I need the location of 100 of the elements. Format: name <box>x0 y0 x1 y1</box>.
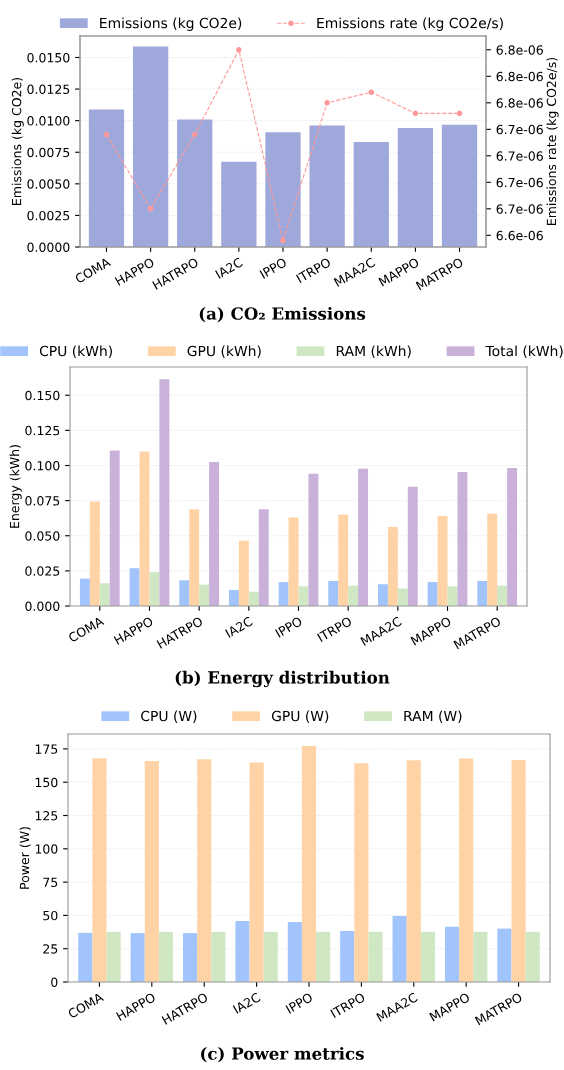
bar <box>406 760 421 982</box>
point <box>412 110 419 117</box>
y2-tick-label: 6.8e-06 <box>496 98 543 108</box>
bar <box>354 763 369 982</box>
bar <box>78 932 93 982</box>
text: (a) CO₂ Emissions <box>199 306 366 323</box>
y2-tick-label: 6.7e-06 <box>496 151 543 161</box>
bar <box>179 580 190 606</box>
bar <box>420 931 435 982</box>
y2-tick-label: 6.6e-06 <box>496 230 543 241</box>
bar <box>106 931 121 982</box>
bar <box>177 119 213 247</box>
bar <box>158 931 174 982</box>
y2-tick-label: 6.7e-06 <box>496 124 543 135</box>
bar <box>235 921 250 982</box>
point <box>456 110 463 117</box>
bar <box>263 931 278 982</box>
bar <box>159 379 170 606</box>
bar <box>109 450 120 606</box>
bar <box>144 761 159 982</box>
y-axis-title: Power (W) <box>19 827 31 889</box>
bar <box>199 584 210 606</box>
x-tick-label: IA2C <box>215 257 244 279</box>
y-tick-label: 0.100 <box>25 460 60 471</box>
y2-tick-label: 6.7e-06 <box>496 177 543 188</box>
x-tick-label: IPPO <box>274 616 303 638</box>
bar <box>189 509 200 606</box>
point <box>324 100 330 106</box>
point <box>280 237 286 244</box>
bar <box>392 916 407 982</box>
bar <box>287 922 302 982</box>
bar <box>477 580 488 606</box>
y-tick-label: 0.050 <box>25 531 60 541</box>
y-tick-label: 0.000 <box>25 601 60 611</box>
y2-tick-label: 6.7e-06 <box>496 204 543 214</box>
point <box>191 131 198 138</box>
legend-label: RAM (W) <box>404 710 462 723</box>
bar <box>340 930 355 982</box>
bar <box>228 589 239 606</box>
point <box>236 47 242 53</box>
bar <box>149 572 160 606</box>
bar <box>249 762 264 982</box>
bar <box>129 568 140 606</box>
y-tick-label: 0.0025 <box>27 210 70 221</box>
text: (b) Energy distribution <box>175 670 390 688</box>
bar <box>132 46 169 247</box>
y-tick-label: 0 <box>51 977 58 987</box>
x-tick-label: IPPO <box>259 257 288 279</box>
bar <box>301 746 317 982</box>
y-tick-label: 0.0000 <box>27 242 70 252</box>
bar <box>88 109 125 247</box>
x-tick-label: IA2C <box>224 616 254 638</box>
bar <box>487 513 498 606</box>
bar <box>511 759 526 982</box>
bar <box>79 578 90 606</box>
bar <box>507 468 518 606</box>
legend-label: CPU (W) <box>141 710 197 723</box>
bar <box>457 471 468 606</box>
legend-label: GPU (W) <box>271 710 329 723</box>
bar <box>368 931 383 982</box>
y2-tick-label: 6.8e-06 <box>496 45 543 55</box>
y-axis-title: Energy (kWh) <box>9 445 22 528</box>
bar <box>441 124 478 247</box>
bar <box>353 141 389 247</box>
bar <box>139 451 150 606</box>
bar <box>397 588 408 606</box>
bar <box>338 514 349 606</box>
y-tick-label: 25 <box>43 944 58 954</box>
y-tick-label: 0.0050 <box>27 179 70 189</box>
point <box>103 131 110 138</box>
y-tick-label: 175 <box>35 744 58 754</box>
x-tick-label: IA2C <box>232 992 261 1014</box>
bar <box>308 473 319 606</box>
bar <box>437 516 448 606</box>
bar <box>99 583 110 606</box>
y-axis-title: Emissions (kg CO2e) <box>11 77 24 205</box>
point <box>368 89 375 95</box>
bar <box>407 486 418 606</box>
bar <box>183 933 198 982</box>
y-tick-label: 0.0075 <box>27 147 70 158</box>
bar <box>525 931 540 982</box>
y-tick-label: 0.075 <box>25 496 60 506</box>
y-tick-label: 100 <box>35 844 58 854</box>
legend-label: Emissions rate (kg CO2e/s) <box>317 17 503 31</box>
y-tick-label: 0.0100 <box>27 116 70 126</box>
bar <box>221 161 257 247</box>
bar <box>278 582 289 606</box>
bar <box>211 931 226 982</box>
legend-label: CPU (kWh) <box>39 345 112 358</box>
bar <box>248 591 259 606</box>
bar <box>288 517 299 606</box>
bar <box>377 584 388 606</box>
x-tick-label: IPPO <box>285 992 314 1014</box>
bar <box>358 468 369 606</box>
bar <box>258 509 269 606</box>
legend-label: Total (kWh) <box>485 345 563 358</box>
y-tick-label: 0.025 <box>25 566 60 576</box>
bar <box>89 501 100 606</box>
y-tick-label: 0.125 <box>25 425 60 436</box>
bar <box>197 759 212 982</box>
